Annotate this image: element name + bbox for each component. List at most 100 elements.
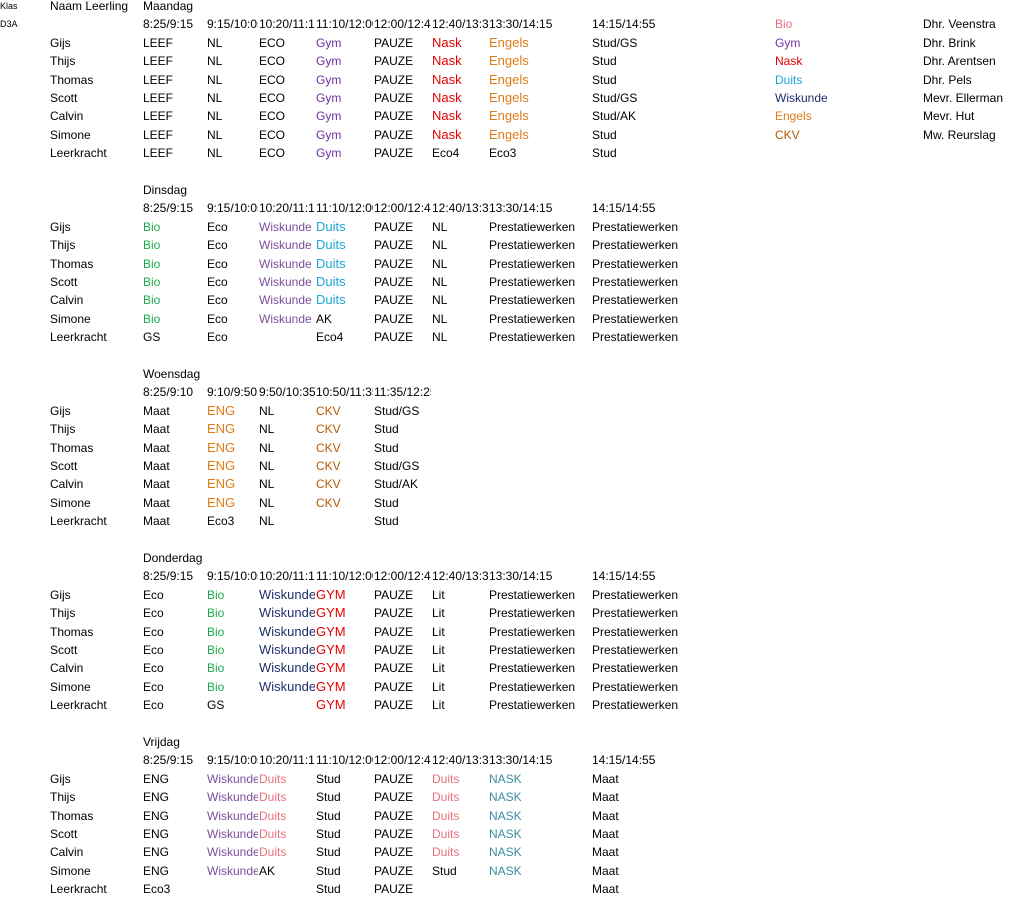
student-name[interactable]: Simone	[50, 495, 91, 510]
legend-teacher[interactable]: Dhr. Pels	[923, 72, 972, 87]
lesson-cell[interactable]: NL	[259, 422, 275, 437]
lesson-cell[interactable]: Eco	[143, 643, 164, 657]
lesson-cell[interactable]: NASK	[489, 863, 522, 878]
student-name[interactable]: Calvin	[50, 109, 84, 124]
student-name[interactable]: Thijs	[50, 238, 76, 253]
time-slot-cell[interactable]: 10:20/11:10	[259, 753, 315, 768]
lesson-cell[interactable]: Wiskunde	[207, 808, 258, 823]
lesson-cell[interactable]: ECO	[259, 91, 286, 105]
lesson-cell[interactable]: ECO	[259, 72, 286, 87]
lesson-cell[interactable]: CKV	[316, 422, 341, 437]
student-name[interactable]: Calvin	[50, 477, 84, 492]
lesson-cell[interactable]: Eco	[207, 238, 228, 253]
lesson-cell[interactable]: Engels	[489, 108, 529, 124]
lesson-cell[interactable]: CKV	[316, 440, 341, 455]
lesson-cell[interactable]: PAUZE	[374, 790, 414, 805]
legend-subject[interactable]: Engels	[775, 109, 812, 124]
lesson-cell[interactable]: Lit	[432, 698, 445, 713]
lesson-cell[interactable]: NL	[259, 403, 275, 418]
lesson-cell[interactable]: NASK	[489, 827, 522, 841]
time-slot-cell[interactable]: 10:50/11:35	[316, 385, 373, 400]
legend-teacher[interactable]: Mevr. Ellerman	[923, 91, 1004, 105]
lesson-cell[interactable]: Prestatiewerken	[489, 643, 576, 657]
time-slot-cell[interactable]: 8:25/9:15	[143, 201, 194, 216]
student-name[interactable]: Scott	[50, 459, 78, 473]
lesson-cell[interactable]: GYM	[316, 642, 346, 657]
lesson-cell[interactable]: Prestatiewerken	[489, 275, 576, 289]
lesson-cell[interactable]: Maat	[143, 495, 170, 510]
lesson-cell[interactable]: PAUZE	[374, 698, 414, 713]
time-slot-cell[interactable]: 12:00/12:40	[374, 201, 431, 216]
lesson-cell[interactable]: Prestatiewerken	[592, 624, 679, 639]
lesson-cell[interactable]: CKV	[316, 477, 341, 492]
lesson-cell[interactable]: Duits	[316, 292, 346, 308]
lesson-cell[interactable]: NL	[259, 514, 275, 529]
lesson-cell[interactable]: Gym	[316, 35, 342, 50]
lesson-cell[interactable]: PAUZE	[374, 35, 414, 50]
lesson-cell[interactable]: Stud	[316, 827, 341, 841]
lesson-cell[interactable]: Eco	[143, 698, 164, 713]
lesson-cell[interactable]: Maat	[143, 459, 170, 473]
lesson-cell[interactable]: Wiskunde	[207, 845, 258, 860]
lesson-cell[interactable]: Nask	[432, 90, 462, 105]
lesson-cell[interactable]: Eco	[207, 311, 228, 326]
lesson-cell[interactable]: Duits	[316, 274, 346, 289]
lesson-cell[interactable]: Prestatiewerken	[592, 679, 679, 694]
lesson-cell[interactable]: Prestatiewerken	[592, 643, 679, 657]
time-slot-cell[interactable]: 11:10/12:00	[316, 201, 373, 216]
lesson-cell[interactable]: Prestatiewerken	[489, 219, 576, 234]
lesson-cell[interactable]: CKV	[316, 459, 341, 473]
lesson-cell[interactable]: Maat	[592, 845, 619, 860]
day-title[interactable]: Dinsdag	[143, 183, 188, 197]
lesson-cell[interactable]: Wiskunde	[259, 642, 315, 657]
lesson-cell[interactable]: CKV	[316, 495, 341, 510]
lesson-cell[interactable]: NL	[432, 275, 448, 289]
lesson-cell[interactable]: Stud	[432, 863, 457, 878]
lesson-cell[interactable]: Maat	[143, 477, 170, 492]
lesson-cell[interactable]: Stud/GS	[592, 35, 638, 50]
lesson-cell[interactable]: Duits	[432, 808, 460, 823]
student-name[interactable]: Gijs	[50, 35, 71, 50]
lesson-cell[interactable]: PAUZE	[374, 845, 414, 860]
lesson-cell[interactable]: Wiskunde	[259, 219, 312, 234]
lesson-cell[interactable]: Eco	[143, 661, 164, 676]
lesson-cell[interactable]: Prestatiewerken	[592, 661, 679, 676]
lesson-cell[interactable]: Lit	[432, 606, 445, 621]
lesson-cell[interactable]: Nask	[432, 34, 462, 50]
lesson-cell[interactable]: NL	[207, 91, 223, 105]
student-name[interactable]: Simone	[50, 679, 91, 694]
lesson-cell[interactable]: ENG	[207, 421, 236, 437]
lesson-cell[interactable]: Stud/GS	[592, 91, 638, 105]
lesson-cell[interactable]: Lit	[432, 587, 445, 602]
lesson-cell[interactable]: Duits	[432, 845, 460, 860]
student-name[interactable]: Scott	[50, 91, 78, 105]
student-name[interactable]: Leerkracht	[50, 698, 107, 713]
lesson-cell[interactable]: Eco	[143, 679, 164, 694]
student-name[interactable]: Simone	[50, 311, 91, 326]
lesson-cell[interactable]: Prestatiewerken	[592, 698, 679, 713]
lesson-cell[interactable]: Bio	[143, 219, 161, 234]
lesson-cell[interactable]: Stud	[592, 72, 617, 87]
lesson-cell[interactable]: Prestatiewerken	[592, 275, 679, 289]
lesson-cell[interactable]: Wiskunde	[207, 790, 258, 805]
student-name[interactable]: Thijs	[50, 54, 76, 69]
lesson-cell[interactable]: Prestatiewerken	[489, 606, 576, 621]
time-slot-cell[interactable]: 12:40/13:30	[432, 17, 488, 32]
lesson-cell[interactable]: Stud	[374, 422, 399, 437]
lesson-cell[interactable]: Wiskunde	[259, 238, 312, 253]
lesson-cell[interactable]: Wiskunde	[207, 771, 258, 786]
day-title[interactable]: Donderdag	[143, 551, 203, 565]
student-name[interactable]: Thomas	[50, 256, 94, 271]
lesson-cell[interactable]: Prestatiewerken	[592, 293, 679, 308]
lesson-cell[interactable]: GYM	[316, 697, 346, 713]
student-name[interactable]: Gijs	[50, 587, 71, 602]
time-slot-cell[interactable]: 8:25/9:15	[143, 569, 194, 584]
lesson-cell[interactable]: LEEF	[143, 146, 174, 161]
lesson-cell[interactable]: Bio	[143, 256, 161, 271]
lesson-cell[interactable]: Maat	[592, 827, 619, 841]
lesson-cell[interactable]: PAUZE	[374, 330, 414, 345]
student-name[interactable]: Thomas	[50, 440, 94, 455]
lesson-cell[interactable]: PAUZE	[374, 679, 414, 694]
lesson-cell[interactable]: LEEF	[143, 109, 174, 124]
lesson-cell[interactable]: PAUZE	[374, 643, 414, 657]
